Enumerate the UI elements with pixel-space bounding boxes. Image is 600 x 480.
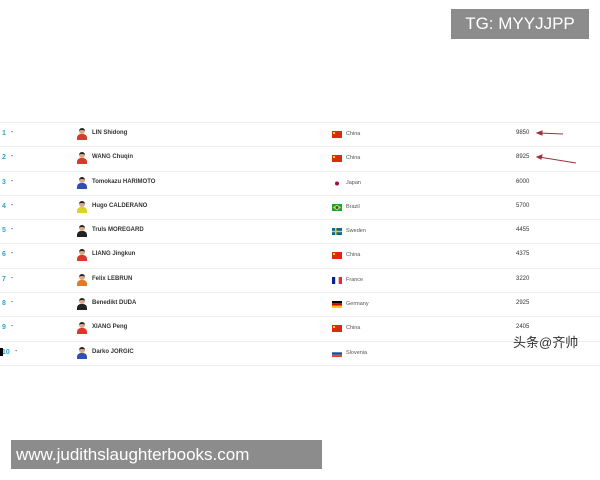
- table-row[interactable]: 4 - Hugo CALDERANO Brazil 5700: [0, 196, 600, 221]
- table-row[interactable]: 5 - Truls MOREGARD Sweden 4455: [0, 220, 600, 245]
- rank-change: -: [11, 299, 14, 307]
- country: Sweden: [346, 228, 366, 235]
- rank-change: -: [11, 153, 14, 161]
- player-name[interactable]: Tomokazu HARIMOTO: [92, 178, 156, 185]
- china-flag-icon: [332, 155, 342, 163]
- points: 5700: [516, 202, 530, 209]
- rank-change: -: [11, 226, 14, 234]
- points: 2925: [516, 300, 530, 307]
- rankings-table: 1 - LIN Shidong China 9850 2 - WANG Chuqi…: [0, 122, 600, 366]
- rank-change: -: [11, 129, 14, 136]
- country: China: [346, 131, 361, 137]
- table-row[interactable]: 3 - Tomokazu HARIMOTO Japan 6000: [0, 172, 600, 196]
- country: Germany: [346, 301, 369, 308]
- country: China: [346, 325, 361, 332]
- player-name[interactable]: LIN Shidong: [92, 130, 128, 136]
- country: China: [346, 252, 361, 259]
- points: 6000: [516, 178, 530, 185]
- player-avatar: [77, 128, 87, 141]
- rank-change: -: [11, 177, 14, 185]
- rank-change: -: [11, 201, 14, 209]
- country: Slovenia: [346, 349, 368, 356]
- points: 8925: [516, 154, 530, 161]
- player-avatar: [77, 249, 87, 262]
- table-row[interactable]: 1 - LIN Shidong China 9850: [0, 122, 600, 148]
- country: Brazil: [346, 203, 360, 210]
- player-name[interactable]: WANG Chuqin: [92, 154, 133, 161]
- watermark: 头条@齐帅: [513, 335, 579, 350]
- player-avatar: [77, 273, 87, 287]
- rank: 5: [2, 227, 6, 235]
- slovenia-flag-icon: [332, 349, 342, 357]
- rank-change: -: [11, 274, 14, 282]
- china-flag-icon: [332, 325, 342, 333]
- player-avatar: [77, 298, 87, 311]
- table-row[interactable]: 9 - XIANG Peng China 2405: [0, 317, 600, 342]
- table-row[interactable]: 6 - LIANG Jingkun China 4375: [0, 244, 600, 269]
- player-name[interactable]: Hugo CALDERANO: [92, 202, 148, 209]
- player-name[interactable]: Truls MOREGARD: [92, 227, 144, 234]
- points: 4375: [516, 251, 530, 258]
- table-row[interactable]: 7 - Felix LEBRUN France 3220: [0, 269, 600, 294]
- rank: 10: [2, 348, 10, 356]
- rank: 7: [2, 275, 6, 283]
- rank: 2: [2, 154, 6, 162]
- points: 4455: [516, 227, 530, 234]
- player-avatar: [77, 152, 87, 165]
- country: Japan: [346, 179, 361, 186]
- rank: 1: [2, 130, 6, 137]
- rank-change: -: [11, 250, 14, 258]
- player-name[interactable]: Darko JORGIC: [92, 348, 134, 355]
- text-cursor: [0, 348, 3, 356]
- table-row[interactable]: 10 - Darko JORGIC Slovenia: [0, 342, 600, 366]
- china-flag-icon: [332, 252, 342, 260]
- country: China: [346, 155, 361, 162]
- player-avatar: [77, 200, 87, 214]
- player-avatar: [77, 225, 87, 238]
- rank: 8: [2, 300, 6, 308]
- player-avatar: [77, 346, 87, 360]
- player-name[interactable]: Felix LEBRUN: [92, 275, 133, 282]
- points: 3220: [516, 275, 530, 282]
- rank: 6: [2, 251, 6, 259]
- country: France: [346, 276, 364, 283]
- player-name[interactable]: Benedikt DUDA: [92, 300, 137, 307]
- player-name[interactable]: XIANG Peng: [92, 324, 128, 331]
- tg-label: TG: MYYJJPP: [451, 9, 589, 39]
- sweden-flag-icon: [332, 228, 342, 236]
- brazil-flag-icon: [332, 203, 342, 211]
- player-name[interactable]: LIANG Jingkun: [92, 251, 136, 258]
- url-banner: www.judithslaughterbooks.com: [11, 440, 322, 469]
- player-avatar: [77, 176, 87, 190]
- japan-flag-icon: [332, 179, 342, 187]
- rank: 9: [2, 324, 6, 332]
- points: 2405: [516, 324, 530, 331]
- france-flag-icon: [332, 276, 342, 284]
- table-row[interactable]: 8 - Benedikt DUDA Germany 2925: [0, 293, 600, 318]
- germany-flag-icon: [332, 301, 342, 309]
- rank-change: -: [11, 323, 14, 331]
- rank: 3: [2, 178, 6, 186]
- rank: 4: [2, 202, 6, 210]
- rank-change: -: [15, 347, 18, 355]
- points: 9850: [516, 130, 530, 136]
- player-avatar: [77, 322, 87, 335]
- table-row[interactable]: 2 - WANG Chuqin China 8925: [0, 147, 600, 172]
- china-flag-icon: [332, 131, 342, 138]
